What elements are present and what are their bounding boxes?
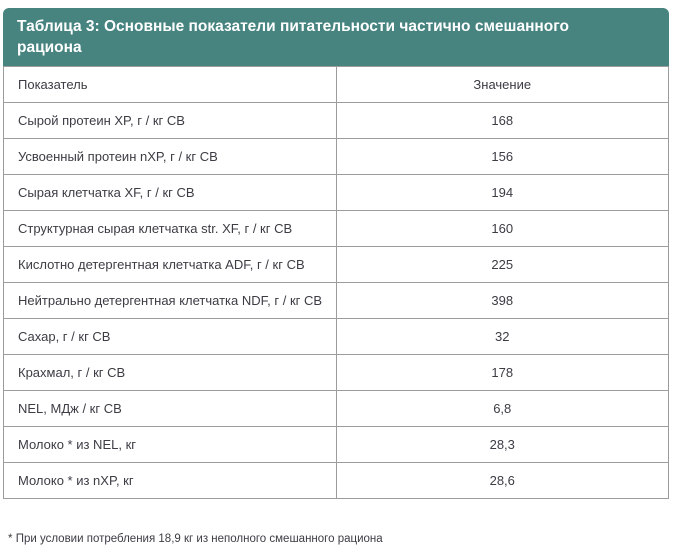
table-row: NEL, МДж / кг СВ 6,8 <box>3 390 669 427</box>
value-cell: 28,3 <box>335 426 669 463</box>
table-row: Кислотно детергентная клетчатка ADF, г /… <box>3 246 669 283</box>
indicator-cell: Молоко * из nXP, кг <box>3 462 337 499</box>
indicator-cell: Усвоенный протеин nXP, г / кг СВ <box>3 138 337 175</box>
value-cell: 178 <box>335 354 669 391</box>
nutrition-table-card: Таблица 3: Основные показатели питательн… <box>3 8 669 545</box>
indicator-cell: Сырая клетчатка XF, г / кг СВ <box>3 174 337 211</box>
value-cell: 32 <box>335 318 669 355</box>
footnote-text: При условии потребления 18,9 кг из непол… <box>15 533 383 545</box>
value-cell: 160 <box>335 210 669 247</box>
header-row: Показатель Значение <box>3 66 669 103</box>
table-row: Сырой протеин XP, г / кг СВ 168 <box>3 102 669 139</box>
indicator-cell: Сахар, г / кг СВ <box>3 318 337 355</box>
indicator-cell: Кислотно детергентная клетчатка ADF, г /… <box>3 246 337 283</box>
table-row: Нейтрально детергентная клетчатка NDF, г… <box>3 282 669 319</box>
nutrition-table: Показатель Значение Сырой протеин XP, г … <box>3 66 669 499</box>
indicator-cell: NEL, МДж / кг СВ <box>3 390 337 427</box>
table-body: Сырой протеин XP, г / кг СВ 168 Усвоенный … <box>3 102 669 499</box>
footnote-asterisk: * <box>8 533 13 545</box>
table-header: Показатель Значение <box>3 66 669 103</box>
table-row: Структурная сырая клетчатка str. XF, г /… <box>3 210 669 247</box>
indicator-cell: Крахмал, г / кг СВ <box>3 354 337 391</box>
value-cell: 398 <box>335 282 669 319</box>
indicator-cell: Сырой протеин XP, г / кг СВ <box>3 102 337 139</box>
value-cell: 156 <box>335 138 669 175</box>
table-title-bar: Таблица 3: Основные показатели питательн… <box>3 8 669 66</box>
indicator-cell: Структурная сырая клетчатка str. XF, г /… <box>3 210 337 247</box>
table-row: Сырая клетчатка XF, г / кг СВ 194 <box>3 174 669 211</box>
table-row: Усвоенный протеин nXP, г / кг СВ 156 <box>3 138 669 175</box>
column-header-value: Значение <box>335 66 669 103</box>
table-row: Сахар, г / кг СВ 32 <box>3 318 669 355</box>
footnote: * При условии потребления 18,9 кг из неп… <box>8 532 383 546</box>
table-row: Крахмал, г / кг СВ 178 <box>3 354 669 391</box>
value-cell: 194 <box>335 174 669 211</box>
value-cell: 6,8 <box>335 390 669 427</box>
value-cell: 225 <box>335 246 669 283</box>
indicator-cell: Нейтрально детергентная клетчатка NDF, г… <box>3 282 337 319</box>
table-title: Таблица 3: Основные показатели питательн… <box>17 18 569 56</box>
table-row: Молоко * из nXP, кг 28,6 <box>3 462 669 499</box>
table-row: Молоко * из NEL, кг 28,3 <box>3 426 669 463</box>
column-header-indicator: Показатель <box>3 66 337 103</box>
value-cell: 28,6 <box>335 462 669 499</box>
indicator-cell: Молоко * из NEL, кг <box>3 426 337 463</box>
value-cell: 168 <box>335 102 669 139</box>
